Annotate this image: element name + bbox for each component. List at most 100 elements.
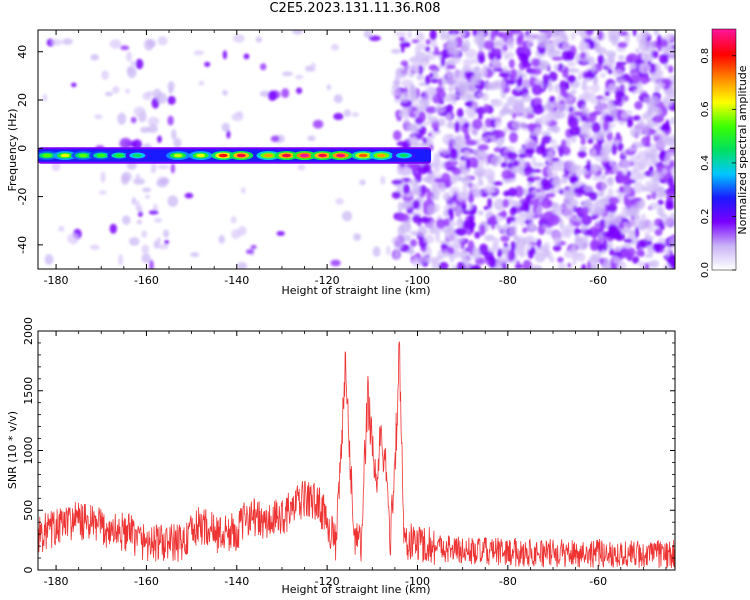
spectrogram-noise-blob <box>611 143 617 156</box>
snr-y-tick-label: 1000 <box>22 437 35 465</box>
spectrogram-noise-blob <box>527 175 536 184</box>
spectrogram-noise-blob <box>581 263 587 269</box>
spectrogram-noise-blob <box>619 192 625 198</box>
spectrogram-noise-blob <box>477 151 490 157</box>
spectrogram-noise-blob <box>652 115 664 123</box>
spectrogram-noise-blob <box>649 202 659 210</box>
spectrogram-noise-blob <box>404 115 409 124</box>
colorbar-segment <box>712 163 736 167</box>
spectrogram-noise-blob <box>665 119 670 131</box>
spectrogram-noise-blob <box>566 75 577 83</box>
spectrogram-noise-blob <box>395 69 402 80</box>
spectrogram-noise-blob <box>462 39 471 51</box>
spectrogram-x-tick-label: -100 <box>405 274 430 287</box>
spectrogram-noise-blob <box>414 46 421 56</box>
spectrogram-hotspot-peak <box>300 153 310 158</box>
colorbar-tick-label: 0.2 <box>700 208 711 224</box>
spectrogram-noise-blob <box>527 182 533 188</box>
colorbar-segment <box>712 247 736 251</box>
spectrogram-noise-blob <box>443 218 450 227</box>
spectrogram-noise-blob <box>50 39 63 46</box>
colorbar-segment <box>712 137 736 141</box>
spectrogram-noise-blob <box>204 61 211 67</box>
spectrogram-noise-blob <box>455 207 464 216</box>
spectrogram-noise-blob <box>121 174 130 185</box>
spectrogram-noise-blob <box>543 247 550 258</box>
spectrogram-noise-blob <box>465 158 471 170</box>
spectrogram-noise-blob <box>167 115 174 126</box>
spectrogram-noise-blob <box>460 256 473 262</box>
spectrogram-noise-blob <box>90 244 100 251</box>
spectrogram-noise-blob <box>184 192 194 199</box>
colorbar-segment <box>712 177 736 181</box>
colorbar-segment <box>712 175 736 179</box>
colorbar-segment <box>712 225 736 229</box>
spectrogram-noise-blob <box>446 122 457 129</box>
spectrogram-noise-blob <box>584 91 596 101</box>
spectrogram-noise-blob <box>119 137 132 149</box>
spectrogram-noise-blob <box>125 88 130 94</box>
spectrogram-noise-blob <box>452 238 461 250</box>
spectrogram-noise-blob <box>601 181 607 191</box>
spectrogram-noise-blob <box>439 30 447 41</box>
spectrogram-noise-blob <box>428 228 436 234</box>
colorbar-segment <box>712 221 736 225</box>
spectrogram-noise-blob <box>617 55 625 61</box>
spectrogram-noise-blob <box>408 73 415 78</box>
spectrogram-hotspot-peak <box>42 153 52 158</box>
spectrogram-noise-blob <box>468 214 475 222</box>
spectrogram-noise-blob <box>591 213 597 220</box>
spectrogram-noise-blob <box>420 96 433 102</box>
spectrogram-noise-blob <box>392 79 401 86</box>
spectrogram-noise-blob <box>193 50 205 56</box>
spectrogram-noise-blob <box>639 74 650 85</box>
spectrogram-noise-blob <box>653 242 666 251</box>
spectrogram-noise-blob <box>559 87 567 97</box>
spectrogram-noise-blob <box>312 119 324 129</box>
spectrogram-noise-blob <box>443 209 449 218</box>
spectrogram-noise-blob <box>604 90 610 97</box>
snr-x-ticks: -180 -160 -140 -120 -100 -80 -60 <box>44 331 667 588</box>
spectrogram-noise-blob <box>647 220 655 233</box>
spectrogram-hotspot-peak <box>78 153 88 158</box>
spectrogram-noise-blob <box>549 125 559 132</box>
spectrogram-noise-blob <box>534 79 542 85</box>
spectrogram-noise-blob <box>71 82 77 88</box>
spectrogram-noise-blob <box>425 86 437 98</box>
spectrogram-noise-blob <box>637 53 642 61</box>
spectrogram-noise-blob <box>335 198 344 205</box>
spectrogram-noise-blob <box>416 73 424 81</box>
spectrogram-noise-blob <box>477 54 485 64</box>
colorbar-segment <box>712 195 736 199</box>
spectrogram-noise-blob <box>467 111 477 119</box>
spectrogram-noise-blob <box>633 160 642 166</box>
spectrogram-noise-blob <box>232 34 245 43</box>
colorbar-segment <box>712 165 736 169</box>
spectrogram-noise-blob <box>541 131 552 137</box>
spectrogram-noise-blob <box>630 218 638 228</box>
spectrogram-noise-blob <box>607 123 616 128</box>
spectrogram-noise-blob <box>533 33 539 38</box>
spectrogram-noise-blob <box>128 237 140 246</box>
spectrogram-noise-blob <box>526 223 537 232</box>
spectrogram-noise-blob <box>508 225 517 237</box>
colorbar-segment <box>712 33 736 36</box>
snr-y-tick-label: 1500 <box>22 377 35 405</box>
spectrogram-noise-blob <box>591 165 598 176</box>
spectrogram-noise-blob <box>222 89 228 96</box>
spectrogram-noise-blob <box>394 249 400 260</box>
spectrogram-noise-blob <box>660 39 669 48</box>
spectrogram-noise-blob <box>459 32 466 38</box>
spectrogram-noise-blob <box>410 230 420 236</box>
colorbar-segment <box>712 113 736 116</box>
spectrogram-noise-blob <box>267 90 277 102</box>
spectrogram-noise-blob <box>643 124 650 136</box>
spectrogram-noise-blob <box>419 217 430 223</box>
spectrogram-noise-blob <box>427 132 432 137</box>
spectrogram-noise-blob <box>644 253 654 258</box>
spectrogram-noise-blob <box>483 205 489 211</box>
spectrogram-noise-blob <box>616 260 627 269</box>
spectrogram-noise-blob <box>630 127 641 137</box>
spectrogram-noise-blob <box>158 244 169 250</box>
spectrogram-noise-blob <box>669 237 675 247</box>
